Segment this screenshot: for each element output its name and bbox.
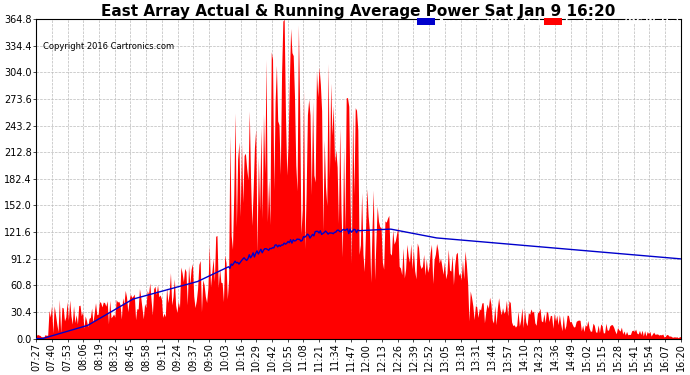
Text: Copyright 2016 Cartronics.com: Copyright 2016 Cartronics.com — [43, 42, 174, 51]
Legend: Average  (DC Watts), East Array  (DC Watts): Average (DC Watts), East Array (DC Watts… — [415, 16, 681, 28]
Title: East Array Actual & Running Average Power Sat Jan 9 16:20: East Array Actual & Running Average Powe… — [101, 4, 615, 19]
